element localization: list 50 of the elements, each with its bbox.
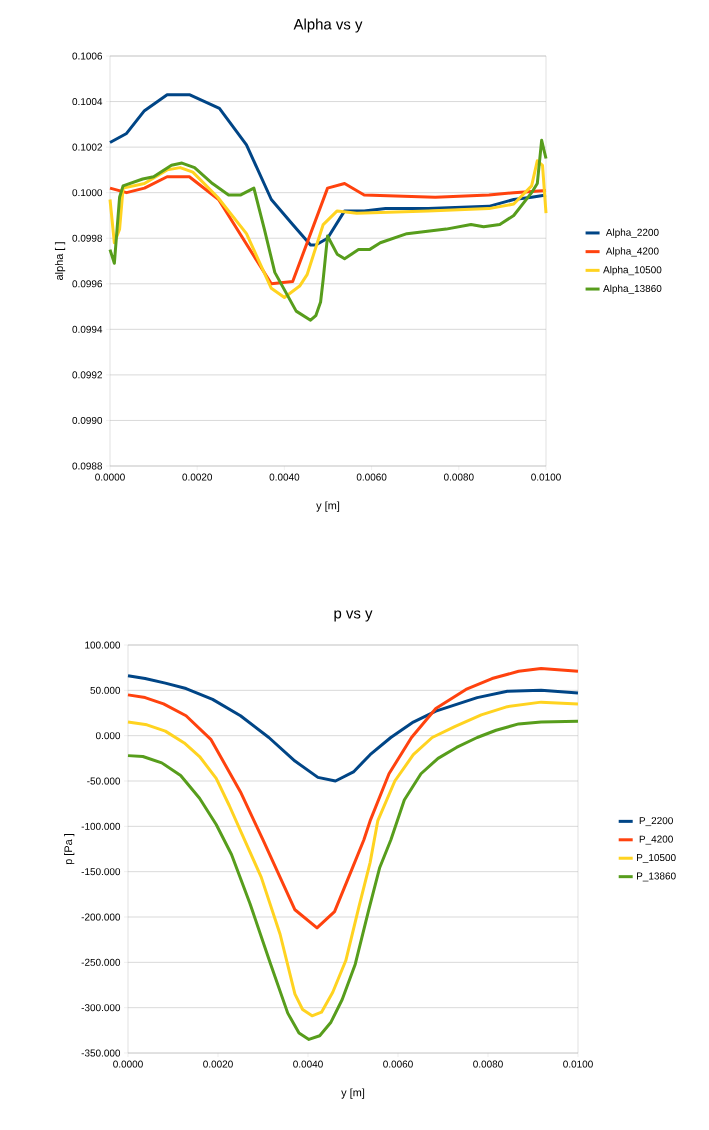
- y-tick-label: -200.000: [81, 913, 121, 921]
- x-axis-title: y [m]: [341, 1088, 365, 1099]
- y-axis-title: p [Pa ]: [64, 833, 75, 865]
- x-tick-label: 0.0040: [269, 473, 300, 481]
- y-tick-label: 0.0994: [72, 325, 103, 333]
- x-axis-title: y [m]: [316, 501, 340, 512]
- legend-label: P_10500: [637, 854, 676, 863]
- y-tick-label: -350.000: [81, 1049, 121, 1057]
- legend-label: Alpha_2200: [605, 228, 659, 238]
- y-tick-label: -100.000: [81, 822, 121, 830]
- x-tick-label: 0.0060: [383, 1060, 413, 1068]
- y-tick-label: 0.1006: [72, 52, 103, 60]
- legend-label: P_4200: [639, 835, 673, 845]
- x-tick-label: 0.0000: [113, 1060, 143, 1068]
- legend-label: Alpha_13860: [603, 284, 662, 294]
- chart-title: Alpha vs y: [293, 18, 363, 33]
- legend-label: Alpha_10500: [603, 266, 662, 276]
- x-tick-label: 0.0080: [473, 1060, 503, 1068]
- x-tick-label: 0.0100: [563, 1060, 593, 1068]
- chart-title: p vs y: [334, 610, 373, 622]
- line-series: [126, 674, 580, 783]
- legend-label: P_13860: [637, 872, 676, 882]
- y-tick-label: -250.000: [81, 958, 121, 966]
- line-series: [126, 667, 580, 930]
- y-tick-label: -50.000: [87, 777, 121, 785]
- y-tick-label: 0.0990: [72, 416, 103, 424]
- y-tick-label: 0.0996: [72, 280, 103, 288]
- x-tick-label: 0.0020: [182, 473, 213, 481]
- legend-label: Alpha_4200: [605, 247, 659, 257]
- x-tick-label: 0.0040: [293, 1060, 323, 1068]
- x-tick-label: 0.0060: [356, 473, 387, 481]
- y-axis-title: alpha [ ]: [54, 242, 66, 281]
- y-tick-label: 0.1004: [72, 98, 103, 106]
- y-tick-label: 0.0998: [72, 234, 103, 242]
- y-tick-label: 0.1002: [72, 143, 102, 151]
- y-tick-label: 100.000: [85, 641, 121, 649]
- line-series: [108, 159, 548, 299]
- line-series: [108, 138, 548, 322]
- legend-label: P_2200: [639, 817, 673, 827]
- y-tick-label: -300.000: [81, 1004, 121, 1012]
- y-tick-label: 50.000: [90, 686, 121, 694]
- x-tick-label: 0.0020: [203, 1060, 233, 1068]
- y-tick-label: 0.0992: [72, 371, 102, 379]
- y-tick-label: 0.0988: [72, 462, 103, 470]
- y-tick-label: 0.1000: [72, 189, 103, 197]
- y-tick-label: -150.000: [81, 868, 121, 876]
- x-tick-label: 0.0080: [443, 473, 474, 481]
- y-tick-label: 0.000: [95, 732, 121, 740]
- x-tick-label: 0.0100: [531, 473, 561, 481]
- x-tick-label: 0.0000: [95, 473, 125, 481]
